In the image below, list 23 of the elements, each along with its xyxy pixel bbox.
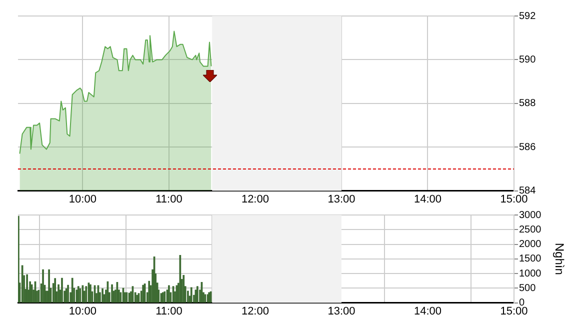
x-tick-label: 14:00 (414, 193, 442, 206)
x-tick-label: 13:00 (328, 305, 356, 318)
x-tick-label: 13:00 (328, 193, 356, 206)
x-tick-label: 12:00 (241, 305, 269, 318)
y-tick-label: 592 (519, 10, 536, 22)
x-tick-label: 11:00 (156, 305, 182, 318)
x-tick-label: 10:00 (68, 193, 96, 206)
x-tick-label: 15:00 (500, 193, 528, 206)
x-tick-label: 12:00 (241, 193, 269, 206)
y-tick-label: 586 (519, 142, 536, 153)
x-tick-label: 11:00 (156, 193, 182, 206)
y-axis-title: Nghìn (552, 242, 566, 275)
y-tick-label: 2000 (519, 239, 542, 250)
y-tick-label: 1000 (519, 268, 542, 280)
y-tick-label: 500 (519, 282, 536, 294)
y-tick-label: 2500 (519, 224, 542, 236)
x-tick-label: 10:00 (68, 305, 96, 318)
y-tick-label: 1500 (519, 254, 542, 265)
y-tick-label: 588 (519, 98, 536, 110)
x-tick-label: 14:00 (414, 305, 442, 318)
x-tick-label: 15:00 (500, 305, 528, 318)
y-tick-label: 590 (519, 54, 536, 66)
y-tick-label: 3000 (519, 210, 542, 221)
